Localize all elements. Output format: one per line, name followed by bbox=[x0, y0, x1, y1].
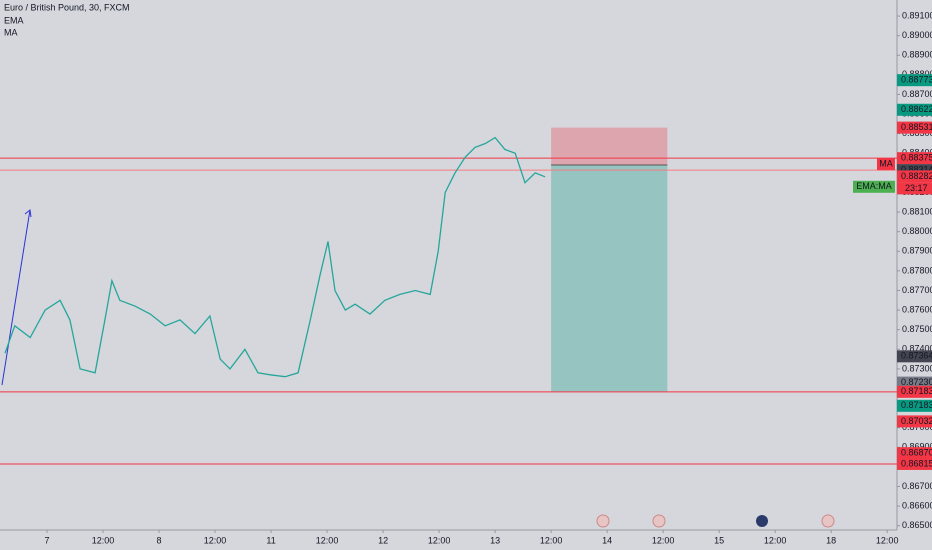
indicator-tag-label: EMA:MA bbox=[856, 181, 892, 191]
indicator-label: EMA bbox=[4, 15, 24, 25]
price-badge-label: 0.88375 bbox=[901, 153, 932, 163]
price-badge-label: 0.88314 bbox=[901, 165, 932, 175]
price-badge-label: 0.88622 bbox=[901, 104, 932, 114]
x-tick-label: 12:00 bbox=[428, 535, 451, 545]
price-badge-label: 0.88282 bbox=[901, 171, 932, 181]
price-badge bbox=[897, 415, 932, 428]
price-badge-label: 0.88773 bbox=[901, 75, 932, 85]
y-tick-label: 0.86900 bbox=[902, 442, 932, 452]
y-tick-label: 0.87600 bbox=[902, 304, 932, 314]
indicator-tag-label: MA bbox=[879, 159, 893, 169]
x-tick-label: 18 bbox=[826, 535, 836, 545]
x-tick-label: 12:00 bbox=[764, 535, 787, 545]
y-tick-label: 0.87800 bbox=[902, 265, 932, 275]
y-tick-label: 0.89100 bbox=[902, 10, 932, 20]
x-tick-label: 11 bbox=[266, 535, 275, 545]
x-tick-label: 12:00 bbox=[876, 535, 899, 545]
x-tick-label: 12:00 bbox=[204, 535, 227, 545]
price-line bbox=[4, 136, 546, 378]
y-tick-label: 0.86500 bbox=[902, 520, 932, 530]
event-icon bbox=[756, 515, 768, 527]
x-tick-label: 14 bbox=[602, 535, 612, 545]
price-badge-label: 0.87032 bbox=[901, 416, 932, 426]
y-tick-label: 0.88100 bbox=[902, 206, 932, 216]
price-badge-label: 0.87183 bbox=[901, 386, 932, 396]
y-tick-label: 0.87900 bbox=[902, 246, 932, 256]
event-icon bbox=[652, 514, 666, 528]
price-badge bbox=[897, 103, 932, 116]
x-tick-label: 15 bbox=[714, 535, 724, 545]
price-badge bbox=[897, 350, 932, 363]
price-badge bbox=[897, 74, 932, 87]
x-tick-label: 12:00 bbox=[92, 535, 115, 545]
y-tick-label: 0.87700 bbox=[902, 285, 932, 295]
price-badge-label: 0.87364 bbox=[901, 351, 932, 361]
event-icon bbox=[596, 514, 610, 528]
price-badge-label: 0.87230 bbox=[901, 377, 932, 387]
indicator-label: MA bbox=[4, 27, 18, 37]
y-tick-label: 0.87300 bbox=[902, 363, 932, 373]
events bbox=[596, 514, 835, 528]
x-tick-label: 12:00 bbox=[316, 535, 339, 545]
x-tick-label: 7 bbox=[44, 535, 49, 545]
x-tick-label: 12:00 bbox=[540, 535, 563, 545]
price-badge bbox=[897, 399, 932, 412]
trend-arrow bbox=[1, 209, 31, 386]
price-badge bbox=[897, 121, 932, 134]
price-badge-label: 0.87183 bbox=[901, 400, 932, 410]
indicator-tag bbox=[877, 158, 895, 171]
indicator-tag bbox=[853, 180, 895, 193]
price-badge bbox=[897, 385, 932, 398]
x-tick-label: 8 bbox=[157, 535, 162, 545]
y-tick-label: 0.87500 bbox=[902, 324, 932, 334]
stop-zone bbox=[551, 127, 668, 166]
countdown: 23:17 bbox=[905, 183, 928, 193]
x-tick-label: 12 bbox=[378, 535, 388, 545]
price-badge-label: 0.86815 bbox=[901, 458, 932, 468]
x-tick-label: 13 bbox=[490, 535, 500, 545]
price-badge bbox=[897, 376, 932, 389]
y-tick-label: 0.86600 bbox=[902, 500, 932, 510]
trend-arrow-head bbox=[24, 209, 32, 218]
price-badge bbox=[897, 170, 932, 183]
target-zone bbox=[551, 165, 668, 392]
y-tick-label: 0.89000 bbox=[902, 30, 932, 40]
event-icon bbox=[821, 514, 835, 528]
y-tick-label: 0.86700 bbox=[902, 481, 932, 491]
price-badge bbox=[897, 447, 932, 460]
chart-title: Euro / British Pound, 30, FXCM bbox=[4, 2, 130, 12]
countdown-badge bbox=[897, 182, 932, 195]
price-badge bbox=[897, 457, 932, 470]
price-badge-label: 0.86870 bbox=[901, 448, 932, 458]
y-tick-label: 0.88700 bbox=[902, 89, 932, 99]
price-badge bbox=[897, 152, 932, 165]
y-tick-label: 0.88900 bbox=[902, 50, 932, 60]
x-tick-label: 12:00 bbox=[652, 535, 675, 545]
price-badge-label: 0.88531 bbox=[901, 122, 932, 132]
y-tick-label: 0.87400 bbox=[902, 344, 932, 354]
y-tick-label: 0.88000 bbox=[902, 226, 932, 236]
